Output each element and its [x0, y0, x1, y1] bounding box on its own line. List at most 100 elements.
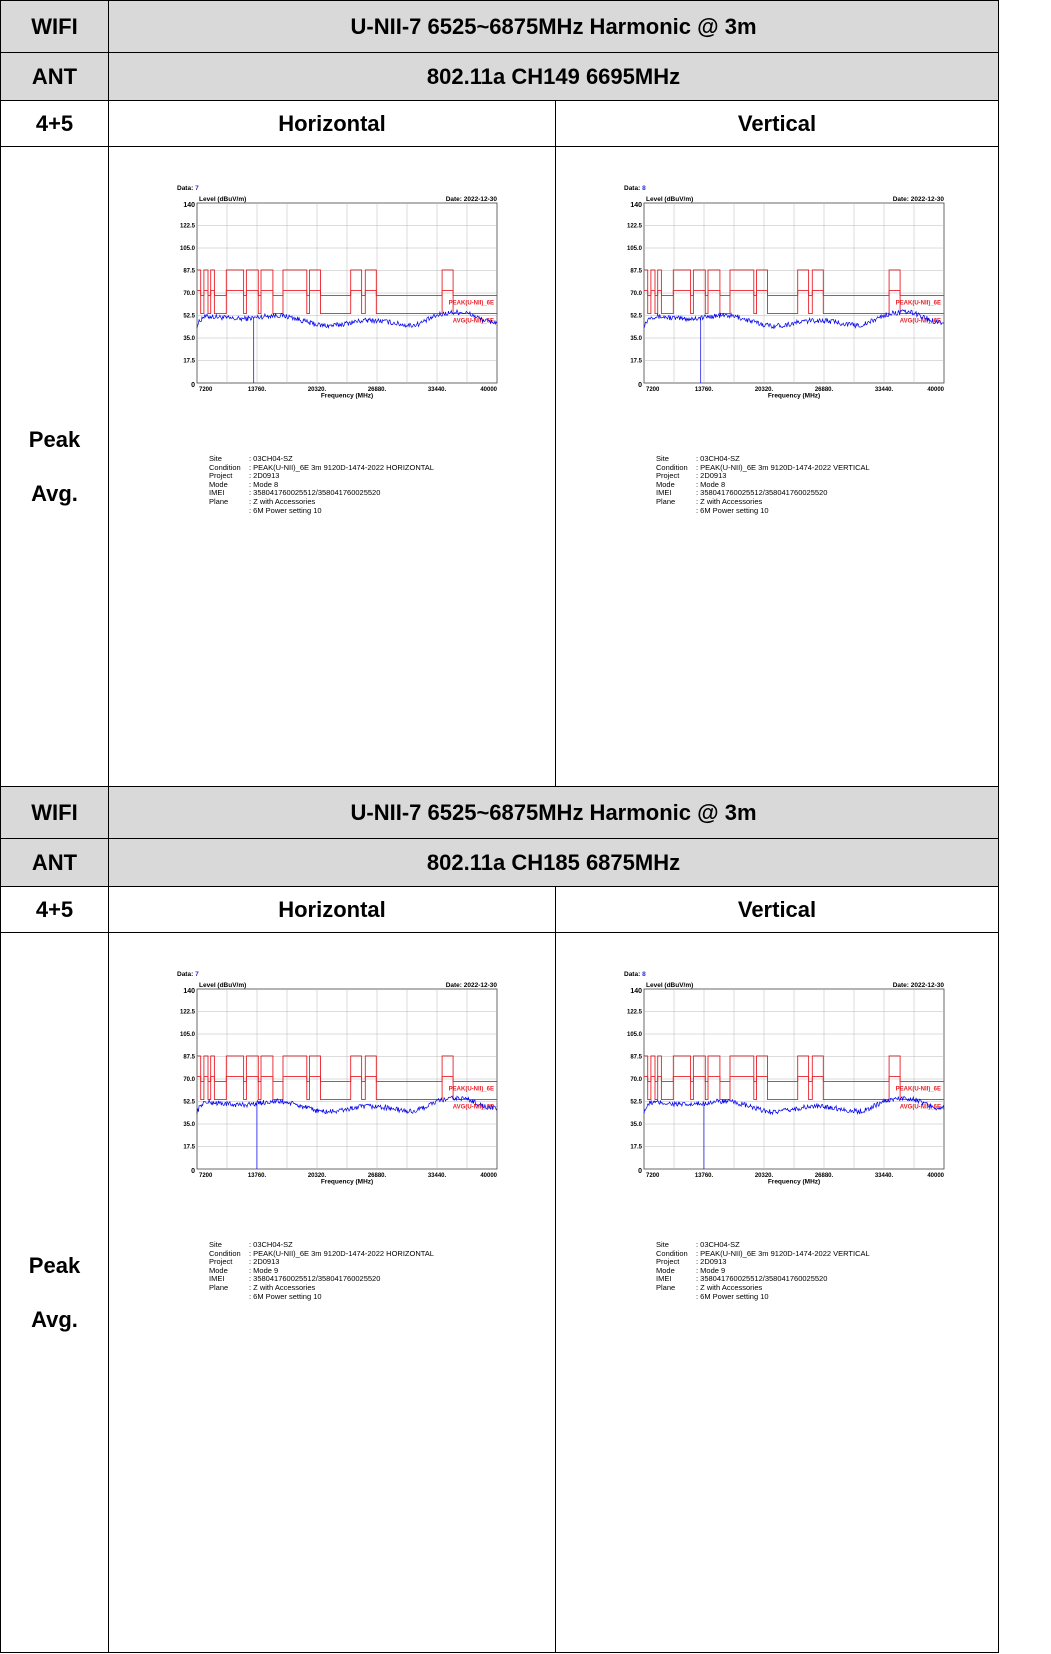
x-tick-label: 33440.: [875, 1173, 894, 1179]
info-key: Site: [656, 1240, 669, 1249]
avg-limit-label: AVG(U-NII)_6E: [900, 1105, 941, 1111]
y-tick-label: 87.5: [630, 269, 642, 275]
measured-trace: [643, 1095, 945, 1116]
chart-vertical: Data: 8 Level (dBuV/m) Date: 2022-12-30 0 17…: [606, 183, 966, 514]
x-tick-label: 33440.: [428, 1173, 447, 1179]
peak-limit-label: PEAK(U-NII)_6E: [896, 1087, 941, 1093]
x-tick-label: 20320.: [308, 387, 327, 393]
info-key: Project: [656, 1257, 680, 1267]
info-key: IMEI: [209, 1274, 225, 1284]
header-row-ant-1: ANT 802.11a CH149 6695MHz: [0, 52, 1000, 101]
info-value: : Mode 9: [249, 1265, 279, 1275]
header-row-wifi-2: WIFI U-NII-7 6525~6875MHz Harmonic @ 3m: [0, 786, 1000, 839]
chart-data-number: 8: [642, 971, 646, 978]
info-value: : PEAK(U-NII)_6E 3m 9120D-1474-2022 VERT…: [696, 1248, 870, 1258]
info-key: Condition: [656, 1248, 688, 1258]
info-row: : 6M Power setting 10: [209, 505, 434, 516]
header-row-pol-1: 4+5 Horizontal Vertical: [0, 100, 1000, 147]
info-value: : 358041760025512/358041760025520: [696, 488, 828, 498]
chart-date: Date: 2022-12-30: [446, 982, 498, 989]
info-row: Mode: Mode 8: [209, 479, 434, 490]
info-key: IMEI: [656, 488, 672, 498]
chart-data-label: Data: 7: [177, 971, 199, 978]
avg-limit-label: AVG(U-NII)_6E: [453, 319, 494, 325]
x-tick-label: 7200: [646, 1173, 660, 1179]
peak-limit-label: PEAK(U-NII)_6E: [449, 301, 494, 307]
info-row: Mode: Mode 9: [656, 1265, 870, 1276]
info-row: IMEI : 358041760025512/358041760025520: [656, 489, 870, 498]
info-row: Site : 03CH04-SZ: [656, 1240, 870, 1250]
info-value: : Mode 8: [696, 479, 726, 489]
y-tick-label: 0: [191, 382, 195, 389]
chart-data-label: Data: 8: [624, 971, 646, 978]
info-value: : 358041760025512/358041760025520: [696, 1274, 828, 1284]
channel-label: 802.11a CH185 6875MHz: [107, 838, 1000, 887]
info-value: : 03CH04-SZ: [249, 1240, 293, 1249]
info-value: : Z with Accessories: [696, 1282, 763, 1292]
row-label-avg: Avg.: [31, 1306, 78, 1332]
info-row: Project : 2D0913: [656, 1257, 870, 1267]
info-key: Project: [209, 471, 233, 481]
info-key: Condition: [209, 462, 241, 472]
info-row: : 6M Power setting 10: [209, 1292, 434, 1302]
measured-trace: [643, 309, 945, 330]
y-tick-label: 105.0: [180, 246, 196, 252]
info-value: : 6M Power setting 10: [249, 505, 322, 515]
info-value: : 2D0913: [696, 1257, 727, 1267]
info-row: IMEI: 358041760025512/358041760025520: [209, 489, 434, 498]
y-tick-label: 35.0: [630, 1122, 642, 1128]
info-value: : 03CH04-SZ: [696, 1240, 740, 1249]
header-row-ant-2: ANT 802.11a CH185 6875MHz: [0, 838, 1000, 887]
y-tick-label: 52.5: [183, 314, 195, 320]
channel-label: 802.11a CH149 6695MHz: [107, 52, 1000, 101]
x-tick-label: 7200: [199, 1173, 213, 1179]
info-value: : PEAK(U-NII)_6E 3m 9120D-1474-2022 HORI…: [249, 1248, 434, 1258]
y-tick-label: 70.0: [183, 1077, 195, 1083]
y-tick-label: 140: [630, 988, 642, 995]
info-row: Condition: PEAK(U-NII)_6E 3m 9120D-1474-…: [209, 1248, 434, 1259]
y-tick-label: 122.5: [627, 1010, 643, 1016]
y-tick-label: 52.5: [630, 314, 642, 320]
plot-row-1: Peak Avg. Data: 7 Level (dBuV/m) Date: 202…: [0, 146, 1000, 787]
ant-label: ANT: [0, 52, 109, 101]
info-value: : 358041760025512/358041760025520: [249, 488, 381, 498]
info-value: : Z with Accessories: [696, 496, 763, 506]
info-row: IMEI : 358041760025512/358041760025520: [656, 1275, 870, 1284]
column-horizontal: Horizontal: [108, 100, 556, 147]
info-row: IMEI: 358041760025512/358041760025520: [209, 1275, 434, 1284]
measured-trace: [196, 1095, 498, 1115]
info-key: Mode: [656, 479, 675, 489]
ant-value: 4+5: [0, 100, 109, 147]
column-vertical: Vertical: [554, 100, 1000, 147]
plot-cell-horizontal: Data: 7 Level (dBuV/m) Date: 2022-12-30 0 17…: [108, 932, 556, 1653]
peak-limit-label: PEAK(U-NII)_6E: [896, 301, 941, 307]
info-row: Condition : PEAK(U-NII)_6E 3m 9120D-1474-…: [656, 1248, 870, 1259]
y-tick-label: 52.5: [183, 1100, 195, 1106]
info-value: : Mode 9: [696, 1265, 726, 1275]
info-key: IMEI: [656, 1274, 672, 1284]
info-value: : 6M Power setting 10: [696, 1291, 769, 1301]
x-tick-label: 40000: [927, 387, 944, 393]
x-axis-label: Frequency (MHz): [768, 1179, 820, 1186]
y-tick-label: 0: [638, 1168, 642, 1175]
info-row: Plane: Z with Accessories: [656, 496, 870, 507]
info-key: Mode: [209, 479, 228, 489]
info-key: Site: [209, 454, 222, 463]
info-value: : PEAK(U-NII)_6E 3m 9120D-1474-2022 VERT…: [696, 462, 870, 472]
info-row: Project: 2D0913: [209, 1257, 434, 1267]
row-label-cell: Peak Avg.: [0, 932, 109, 1653]
ant-label: ANT: [0, 838, 109, 887]
x-axis-label: Frequency (MHz): [321, 1179, 373, 1186]
info-key: Site: [209, 1240, 222, 1249]
info-value: : PEAK(U-NII)_6E 3m 9120D-1474-2022 HORI…: [249, 462, 434, 472]
info-row: : 6M Power setting 10: [656, 1291, 870, 1302]
avg-limit-line: [644, 289, 944, 315]
info-value: : 6M Power setting 10: [696, 505, 769, 515]
test-info-block: Site : 03CH04-SZ Condition : PEAK(U-NII)_6E…: [656, 1240, 870, 1302]
x-tick-label: 7200: [199, 387, 213, 393]
measured-trace: [196, 308, 498, 329]
x-tick-label: 13760.: [695, 387, 714, 393]
y-tick-label: 70.0: [630, 291, 642, 297]
